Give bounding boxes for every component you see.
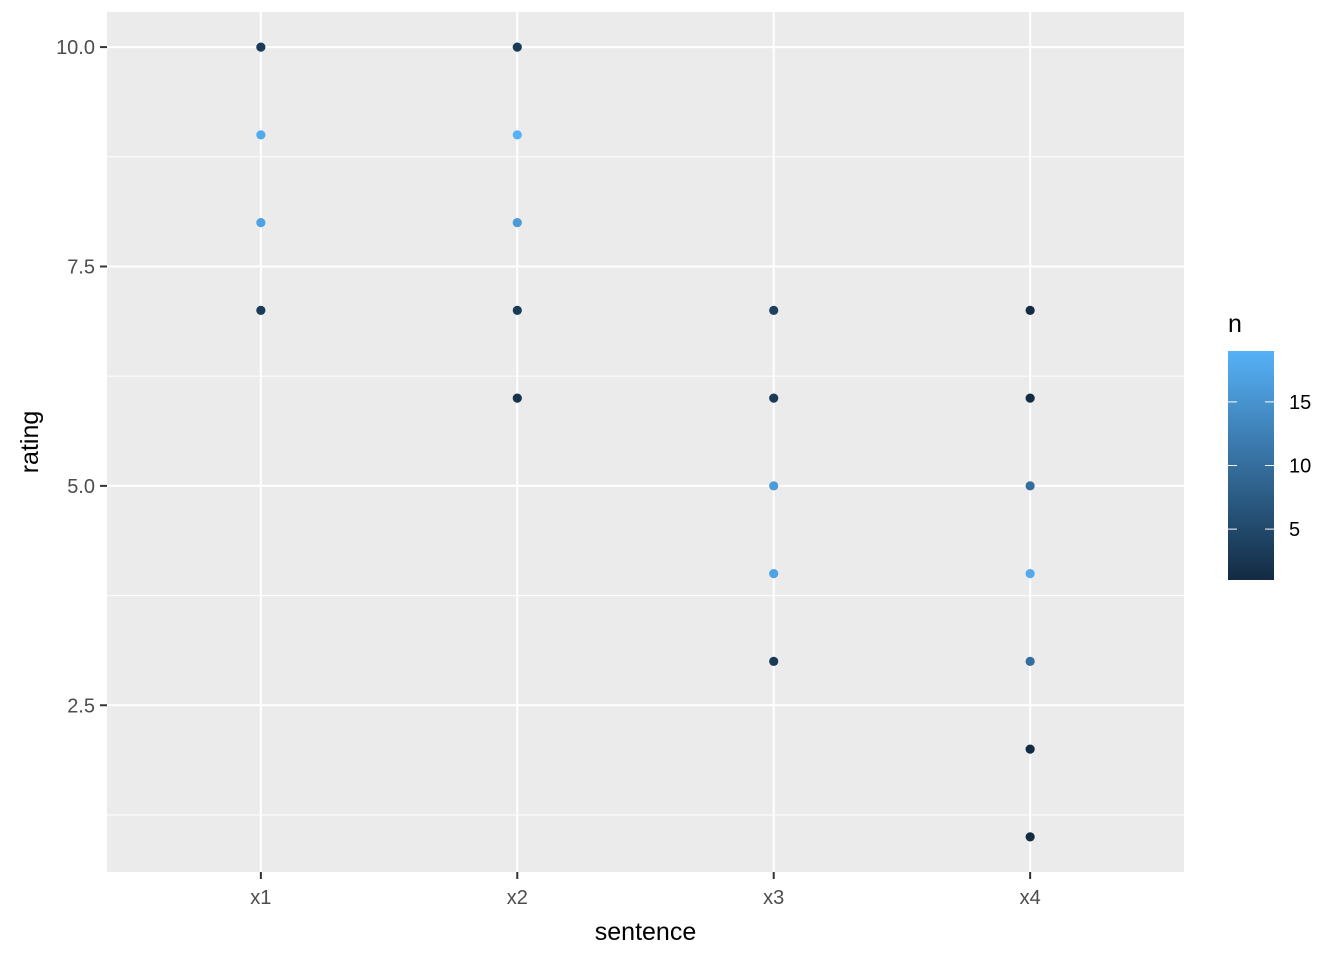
data-point: [512, 393, 522, 403]
data-point: [769, 481, 779, 491]
data-point: [1025, 744, 1035, 754]
legend-tick-label: 5: [1289, 519, 1300, 541]
data-point: [1025, 569, 1035, 579]
data-point: [256, 42, 266, 52]
x-tick-label: x3: [763, 887, 784, 909]
color-legend: n 5 10 15: [1228, 310, 1311, 580]
data-points: [256, 42, 1035, 842]
y-tick-label: 5.0: [67, 476, 95, 498]
data-point: [1025, 656, 1035, 666]
x-tick-label: x2: [507, 887, 528, 909]
y-tick-label: 2.5: [67, 695, 95, 717]
legend-ticks: 5 10 15: [1228, 392, 1311, 541]
data-point: [1025, 393, 1035, 403]
legend-tick-label: 10: [1289, 456, 1311, 478]
data-point: [512, 42, 522, 52]
data-point: [256, 218, 266, 228]
data-point: [1025, 832, 1035, 842]
y-tick-label: 10.0: [56, 37, 95, 59]
y-axis: 2.5 5.0 7.5 10.0: [56, 37, 107, 717]
x-axis: x1 x2 x3 x4: [250, 872, 1041, 909]
legend-title: n: [1228, 310, 1242, 338]
minor-gridlines: [107, 156, 1184, 816]
data-point: [769, 656, 779, 666]
data-point: [512, 305, 522, 315]
x-tick-label: x4: [1020, 887, 1041, 909]
y-tick-label: 7.5: [67, 256, 95, 278]
data-point: [256, 305, 266, 315]
x-tick-label: x1: [250, 887, 271, 909]
y-axis-title: rating: [16, 411, 44, 474]
data-point: [769, 393, 779, 403]
major-gridlines: [107, 12, 1184, 872]
data-point: [256, 130, 266, 140]
data-point: [769, 305, 779, 315]
data-point: [769, 569, 779, 579]
data-point: [512, 130, 522, 140]
legend-tick-label: 15: [1289, 392, 1311, 414]
data-point: [1025, 481, 1035, 491]
data-point: [1025, 305, 1035, 315]
x-axis-title: sentence: [595, 918, 696, 946]
data-point: [512, 218, 522, 228]
plot-panel: [107, 12, 1184, 872]
